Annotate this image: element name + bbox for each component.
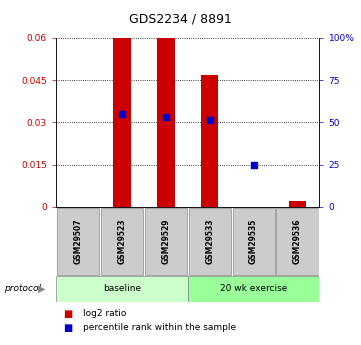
Text: GDS2234 / 8891: GDS2234 / 8891	[129, 12, 232, 25]
Point	[163, 114, 169, 120]
Bar	[56, 276, 188, 302]
Text: ■: ■	[63, 309, 73, 319]
Bar	[57, 208, 99, 275]
Bar	[201, 75, 218, 207]
Text: GSM29533: GSM29533	[205, 219, 214, 264]
Text: GSM29535: GSM29535	[249, 219, 258, 264]
Text: GSM29536: GSM29536	[293, 219, 302, 264]
Text: GSM29529: GSM29529	[161, 219, 170, 264]
Text: 20 wk exercise: 20 wk exercise	[220, 284, 287, 294]
Text: protocol: protocol	[4, 284, 40, 294]
Text: GSM29523: GSM29523	[117, 219, 126, 264]
Bar	[277, 208, 319, 275]
Bar	[157, 38, 175, 207]
Bar	[232, 208, 275, 275]
Bar	[289, 201, 306, 207]
Text: percentile rank within the sample: percentile rank within the sample	[83, 323, 236, 332]
Point	[119, 111, 125, 117]
Text: baseline: baseline	[103, 284, 141, 294]
Text: ■: ■	[63, 323, 73, 333]
Bar	[113, 38, 131, 207]
Point	[251, 162, 257, 167]
Text: GSM29507: GSM29507	[73, 219, 82, 264]
Point	[207, 117, 213, 122]
Text: ▶: ▶	[38, 284, 45, 294]
Bar	[188, 276, 319, 302]
Bar	[145, 208, 187, 275]
Bar	[101, 208, 143, 275]
Text: log2 ratio: log2 ratio	[83, 309, 126, 318]
Bar	[188, 208, 231, 275]
